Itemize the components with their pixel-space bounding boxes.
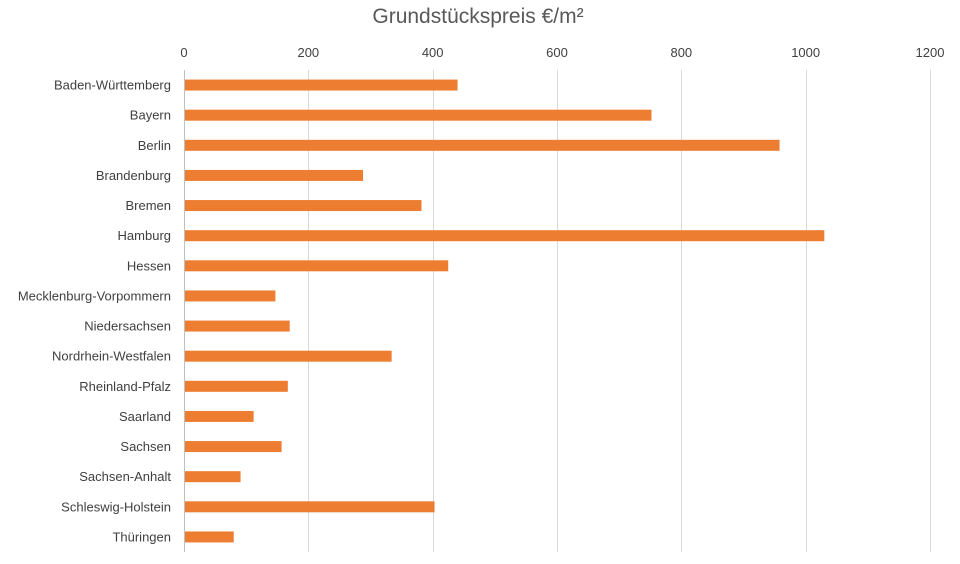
bars	[185, 79, 825, 543]
category-label: Brandenburg	[96, 168, 171, 183]
x-axis-tick-labels: 0 200 400 600 800 1000 1200	[180, 45, 944, 60]
category-label: Bremen	[125, 198, 171, 213]
chart-title: Grundstückspreis €/m²	[372, 5, 583, 28]
category-label: Baden-Württemberg	[54, 78, 171, 93]
category-label: Nordrhein-Westfalen	[52, 349, 171, 364]
category-label: Berlin	[138, 138, 171, 153]
bar	[185, 139, 780, 151]
category-label: Hamburg	[118, 228, 171, 243]
bar	[185, 79, 458, 91]
bar	[185, 410, 254, 422]
x-tick-label: 1000	[791, 45, 820, 60]
x-tick-label: 800	[670, 45, 692, 60]
bar	[185, 441, 282, 453]
category-label: Bayern	[130, 108, 171, 123]
category-label: Rheinland-Pfalz	[79, 379, 171, 394]
bar	[185, 471, 241, 483]
category-label: Schleswig-Holstein	[61, 499, 171, 514]
bar	[185, 531, 234, 543]
x-tick-label: 0	[180, 45, 187, 60]
category-label: Sachsen-Anhalt	[79, 469, 171, 484]
x-tick-label: 1200	[916, 45, 945, 60]
bar	[185, 200, 422, 212]
category-label: Saarland	[119, 409, 171, 424]
bar	[185, 109, 652, 121]
bar	[185, 230, 825, 242]
bar	[185, 290, 276, 302]
bar	[185, 260, 449, 272]
x-tick-label: 400	[422, 45, 444, 60]
category-label: Niedersachsen	[84, 319, 171, 334]
category-label: Mecklenburg-Vorpommern	[18, 288, 171, 303]
bar	[185, 320, 290, 332]
bar	[185, 350, 392, 362]
bar	[185, 501, 435, 513]
x-tick-label: 600	[546, 45, 568, 60]
category-label: Thüringen	[112, 529, 171, 544]
bar	[185, 169, 364, 181]
category-label: Hessen	[127, 258, 171, 273]
x-tick-label: 200	[297, 45, 319, 60]
category-labels: Baden-Württemberg Bayern Berlin Brandenburg…	[18, 78, 172, 545]
bar	[185, 380, 288, 392]
category-label: Sachsen	[120, 439, 171, 454]
